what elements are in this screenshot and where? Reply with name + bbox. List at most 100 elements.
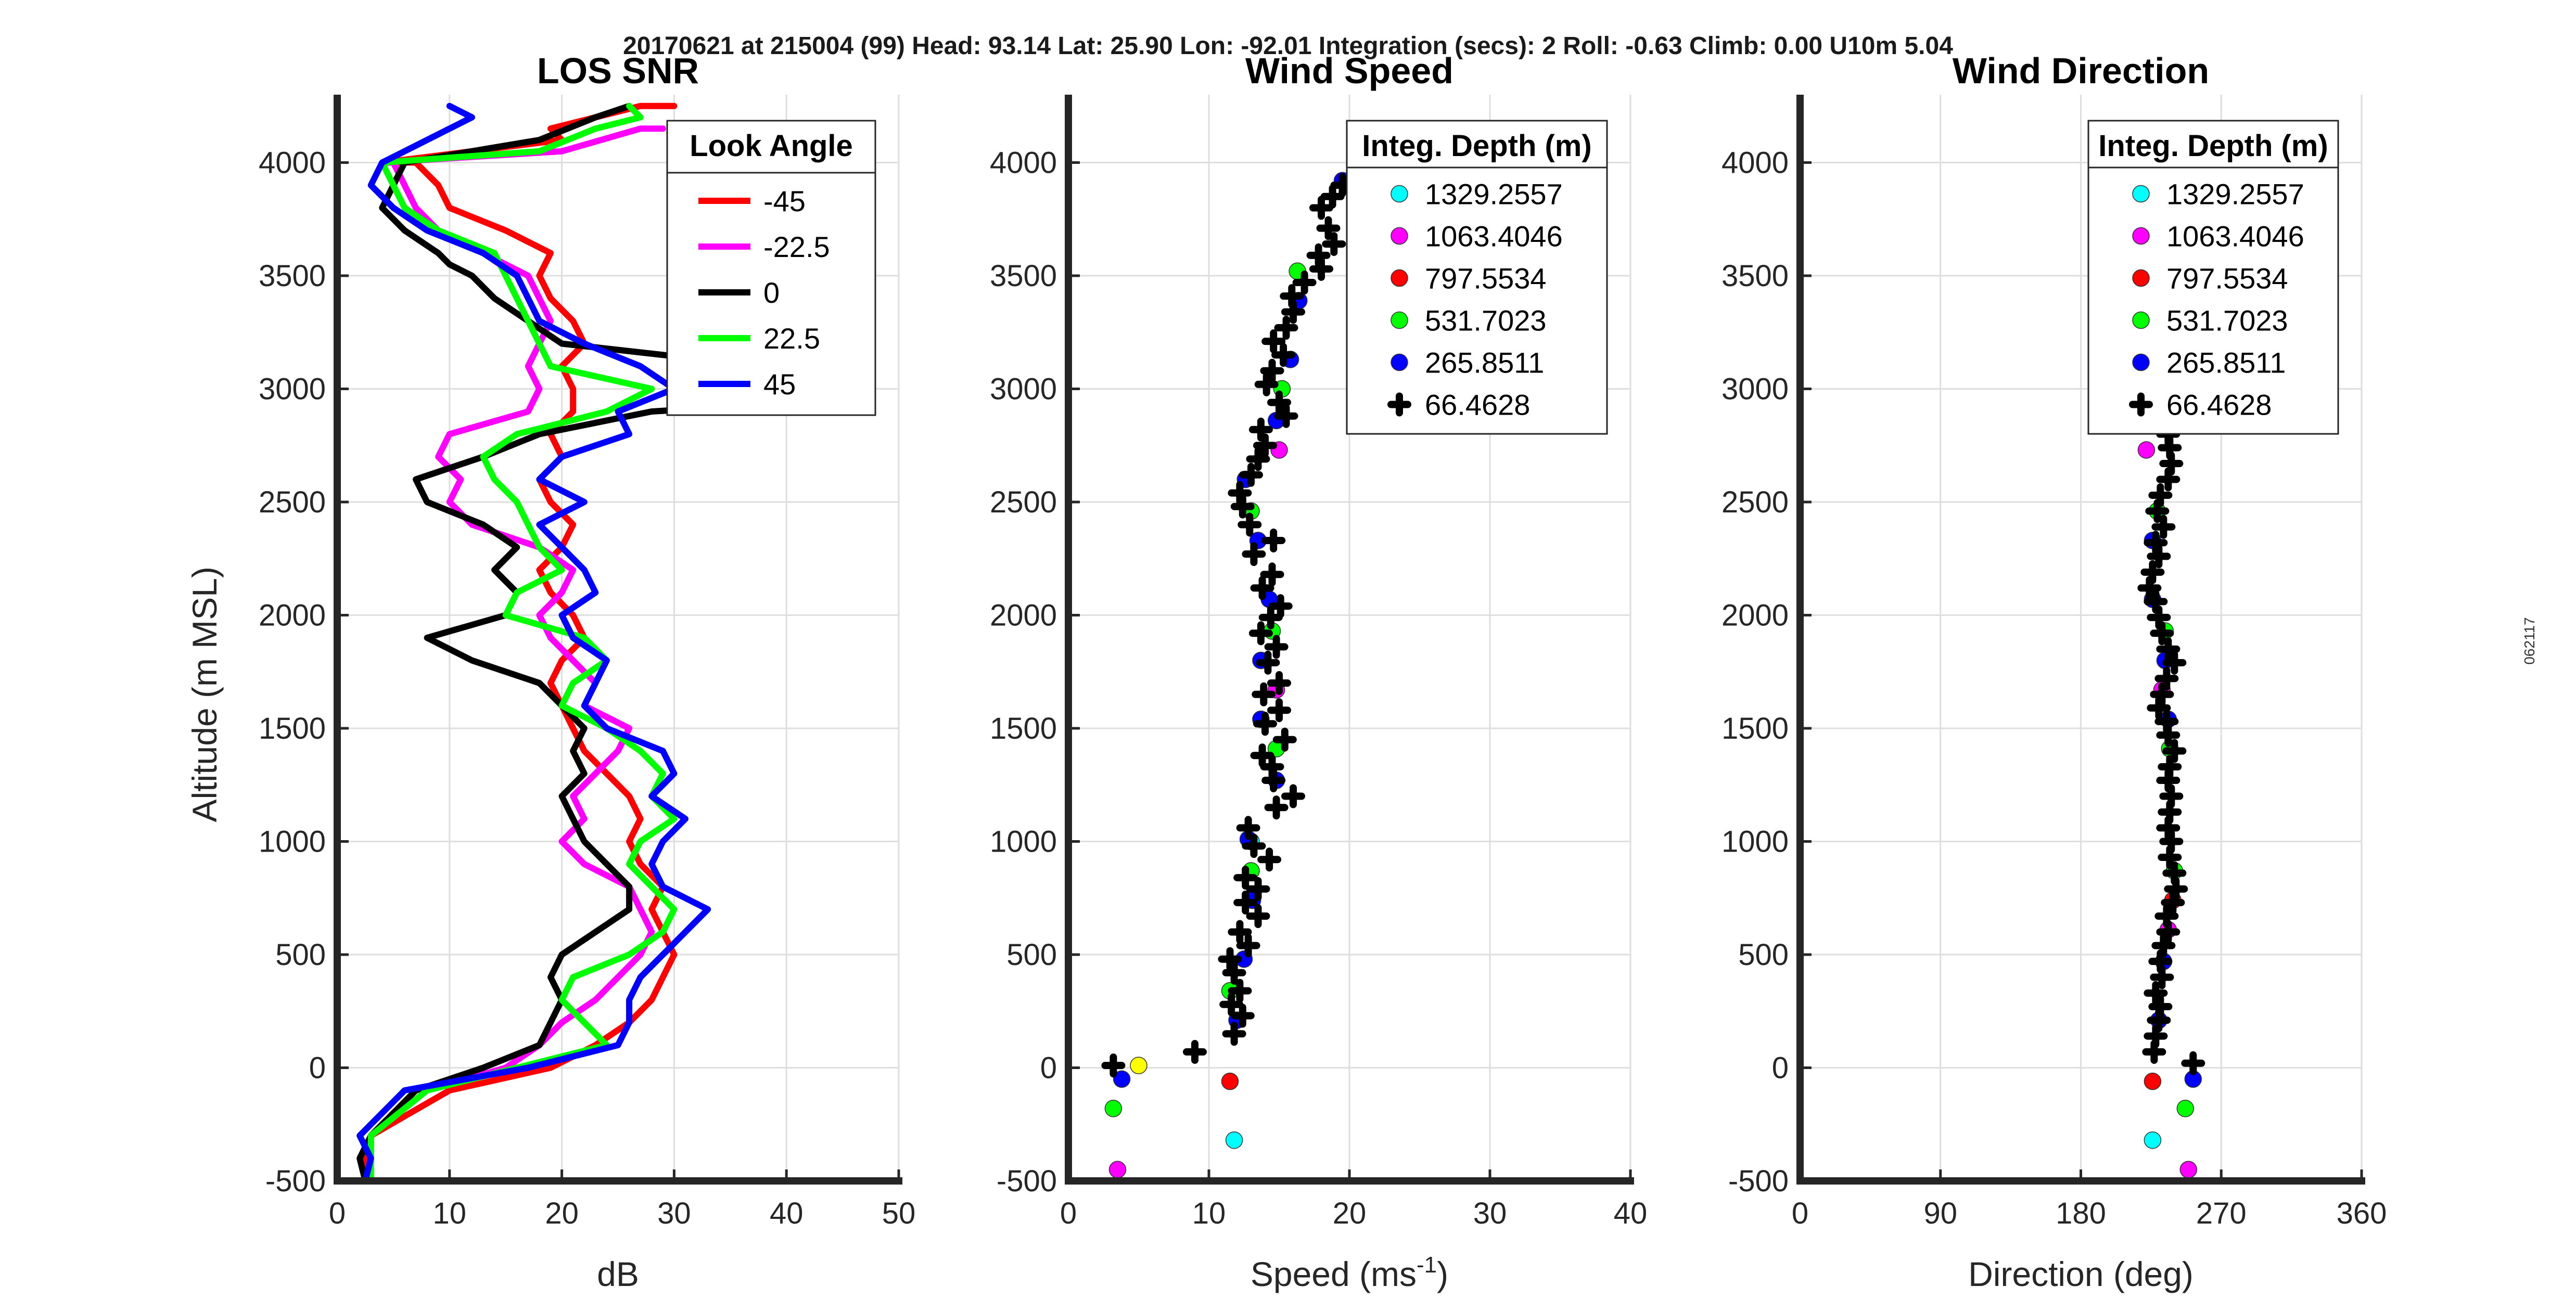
legend-entry-label: -22.5 <box>763 230 830 263</box>
data-point-66.4628 <box>2162 650 2187 675</box>
data-point-66.4628 <box>1264 795 1289 820</box>
y-tick-label: 4000 <box>259 146 326 180</box>
data-point-66.4628 <box>1218 947 1242 971</box>
y-tick-label: 1500 <box>1721 712 1789 745</box>
data-point-66.4628 <box>2181 1051 2205 1075</box>
data-point-1329.2557 <box>1225 1131 1243 1149</box>
legend-entry-label: 531.7023 <box>2166 304 2288 337</box>
data-point-66.4628 <box>2154 709 2179 734</box>
data-point-66.4628 <box>1246 447 1270 471</box>
x-tick-label: 0 <box>1060 1197 1077 1230</box>
data-point-66.4628 <box>1261 329 1286 354</box>
y-axis-label: Altitude (m MSL) <box>185 567 224 822</box>
legend-swatch <box>2132 311 2150 329</box>
data-point-66.4628 <box>2147 605 2171 629</box>
legend-entry-label: 1063.4046 <box>2166 220 2304 253</box>
data-point-1329.2557 <box>2144 1131 2162 1149</box>
data-point-66.4628 <box>1219 992 1244 1017</box>
x-tick-label: 40 <box>1614 1197 1648 1230</box>
data-point-66.4628 <box>1246 877 1270 901</box>
x-tick-label: 360 <box>2337 1197 2387 1230</box>
y-tick-label: 2000 <box>1721 599 1789 633</box>
data-point-66.4628 <box>1236 816 1260 840</box>
data-point-66.4628 <box>1238 512 1262 537</box>
x-axis-label: Speed (ms-1) <box>1251 1252 1448 1293</box>
y-tick-label: 3500 <box>990 259 1057 293</box>
data-point-66.4628 <box>1233 890 1258 915</box>
data-point-797.5534 <box>2144 1072 2162 1090</box>
data-point-66.4628 <box>2154 904 2179 929</box>
data-point-66.4628 <box>1230 1004 1255 1028</box>
legend-swatch <box>1391 227 1408 245</box>
y-tick-label: 3500 <box>1721 259 1789 293</box>
data-point-66.4628 <box>1250 743 1274 768</box>
plot-area <box>356 102 846 1181</box>
x-tick-label: 0 <box>1792 1197 1808 1230</box>
data-point-66.4628 <box>1322 232 1346 256</box>
data-point-66.4628 <box>1309 196 1333 220</box>
data-point-66.4628 <box>2150 682 2174 706</box>
data-point-66.4628 <box>1248 417 1273 442</box>
data-point-66.4628 <box>1246 904 1270 929</box>
chart-title: Wind Speed <box>1245 50 1453 91</box>
y-tick-label: 4000 <box>990 146 1057 180</box>
chart-title: LOS SNR <box>537 50 699 91</box>
data-point-66.4628 <box>1242 542 1266 567</box>
data-point-1063.4046 <box>1108 1161 1127 1178</box>
data-point-66.4628 <box>1228 481 1252 505</box>
data-point-66.4628 <box>1274 316 1298 340</box>
data-point-66.4628 <box>1183 1040 1207 1064</box>
y-tick-label: 4000 <box>1721 146 1789 180</box>
y-tick-label: 2500 <box>1721 485 1789 519</box>
chart-title: Wind Direction <box>1953 50 2209 91</box>
data-point-66.4628 <box>1306 243 1331 267</box>
data-point-66.4628 <box>1267 698 1291 723</box>
x-axis-label-text: Speed (ms <box>1251 1255 1417 1293</box>
legend-entry-label: 66.4628 <box>2166 389 2272 421</box>
data-point-531.7023 <box>1104 1100 1123 1117</box>
data-point-66.4628 <box>1292 271 1317 295</box>
data-point-1063.4046 <box>2137 441 2156 459</box>
legend-swatch <box>1391 311 1408 329</box>
legend-entry-label: 531.7023 <box>1425 304 1547 337</box>
x-tick-label: 20 <box>545 1197 579 1230</box>
x-tick-label: 50 <box>882 1197 916 1230</box>
legend-entry-label: 0 <box>763 276 780 309</box>
series-line-22.5 <box>367 102 678 1181</box>
x-tick-label: 10 <box>433 1197 467 1230</box>
data-point-66.4628 <box>1260 754 1284 779</box>
legend: Look Angle -45 -22.5 0 22.5 45 <box>666 120 876 416</box>
x-axis-label: dB <box>597 1255 639 1293</box>
legend-swatch <box>1391 185 1408 203</box>
data-point-66.4628 <box>2151 933 2176 958</box>
data-point-66.4628 <box>1228 920 1252 944</box>
legend-title: Integ. Depth (m) <box>1362 129 1591 163</box>
data-point-66.4628 <box>2144 1024 2168 1048</box>
data-point-66.4628 <box>2156 637 2180 661</box>
y-tick-label: 2500 <box>259 485 326 519</box>
legend-box <box>2087 120 2339 435</box>
y-tick-label: 2500 <box>990 485 1057 519</box>
data-point-66.4628 <box>1252 682 1276 706</box>
y-tick-label: 1500 <box>259 712 326 745</box>
legend: Integ. Depth (m) 1329.2557 1063.4046 797.55… <box>2087 120 2339 435</box>
data-point-66.4628 <box>1281 784 1305 808</box>
data-point-66.4628 <box>1222 960 1246 985</box>
data-point-66.4628 <box>1261 528 1286 552</box>
legend-title: Integ. Depth (m) <box>2098 129 2328 163</box>
x-tick-label: 0 <box>329 1197 346 1230</box>
y-tick-label: 500 <box>275 938 326 972</box>
data-point-66.4628 <box>1267 671 1291 695</box>
figure-suptitle: 20170621 at 215004 (99) Head: 93.14 Lat:… <box>623 32 1953 60</box>
data-point-66.4628 <box>1280 284 1304 308</box>
data-point-66.4628 <box>1316 216 1341 240</box>
y-tick-label: 3000 <box>990 372 1057 406</box>
legend-swatch <box>1391 353 1408 371</box>
data-point-66.4628 <box>1274 404 1298 428</box>
data-point-66.4628 <box>2154 666 2179 691</box>
y-tick-label: 500 <box>1006 938 1057 972</box>
x-tick-label: 270 <box>2196 1197 2247 1230</box>
data-point-66.4628 <box>1228 979 1252 1003</box>
data-point-66.4628 <box>2144 981 2168 1005</box>
data-point-66.4628 <box>2144 531 2168 555</box>
